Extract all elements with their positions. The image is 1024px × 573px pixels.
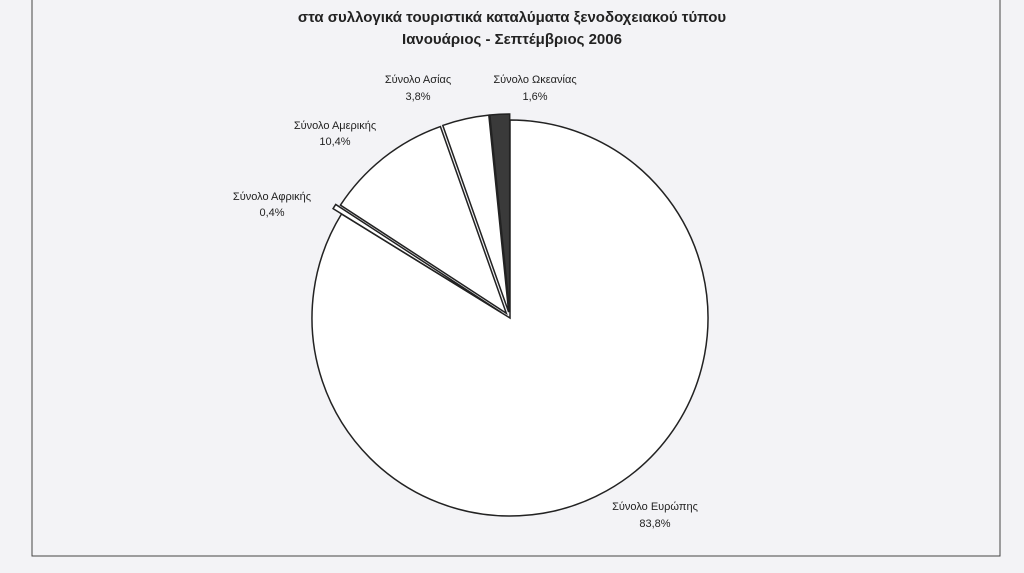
slice-value-label: 10,4%	[319, 136, 350, 148]
pie-slice	[332, 203, 502, 314]
slice-value-label: 83,8%	[639, 518, 670, 530]
slice-value-label: 1,6%	[522, 91, 547, 103]
slice-label: Σύνολο Ωκεανίας	[493, 74, 576, 86]
frame	[31, 0, 1001, 557]
slice-value-label: 3,8%	[405, 91, 430, 103]
chart-title: στα συλλογικά τουριστικά καταλύματα ξενο…	[298, 9, 727, 26]
pie-slice	[489, 113, 511, 313]
slice-label: Σύνολο Ευρώπης	[612, 501, 698, 513]
slice-label: Σύνολο Αφρικής	[233, 191, 311, 203]
slice-label: Σύνολο Ασίας	[385, 74, 451, 86]
chart-subtitle: Ιανουάριος - Σεπτέμβριος 2006	[402, 31, 622, 48]
slice-label: Σύνολο Αμερικής	[294, 120, 376, 132]
pie-slice	[339, 125, 508, 316]
pie-slice	[441, 114, 510, 313]
slice-value-label: 0,4%	[259, 207, 284, 219]
pie-slice	[311, 119, 709, 517]
